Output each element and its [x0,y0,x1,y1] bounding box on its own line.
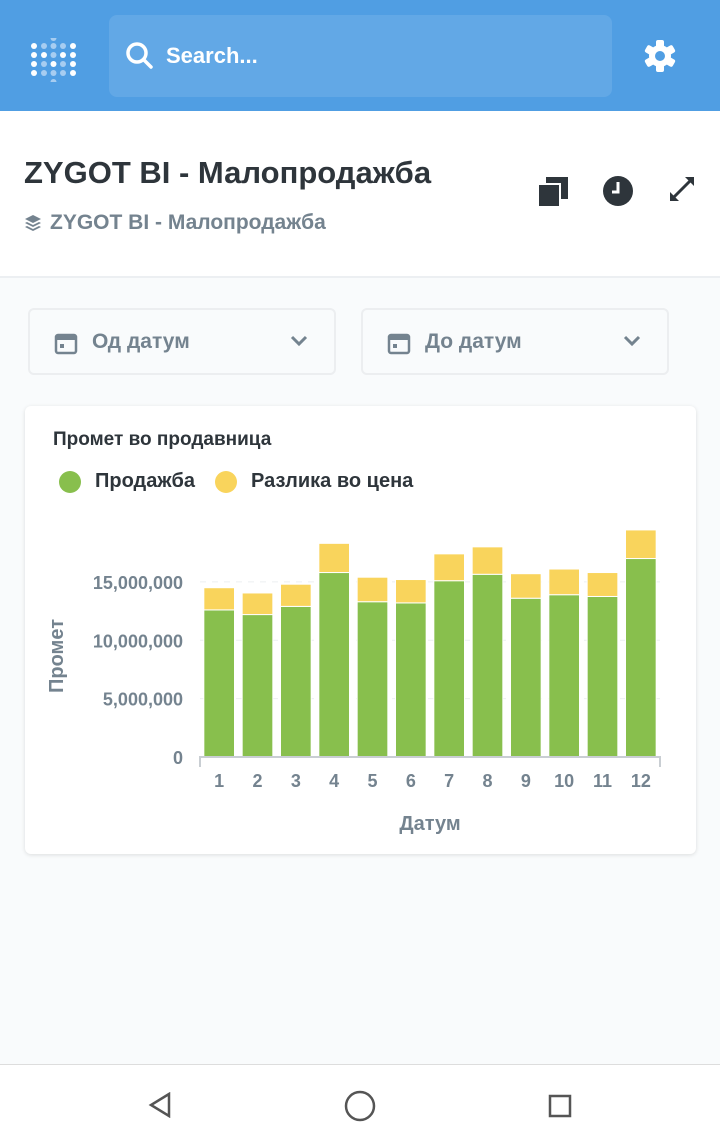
breadcrumb[interactable]: ZYGOT BI - Малопродажба [24,211,326,235]
fullscreen-icon[interactable] [668,175,696,203]
collection-layers-icon [25,215,41,231]
x-tick-label: 5 [367,771,377,791]
chart-legend: Продажба Разлика во цена [59,470,433,493]
legend-dot [215,470,238,493]
card-title[interactable]: Промет во продавница [53,429,272,450]
legend-label: Продажба [95,470,196,492]
bar-price-diff[interactable] [241,592,274,616]
x-tick-label: 7 [444,771,454,791]
y-tick-label: 0 [173,748,183,768]
bar-sales[interactable] [203,609,235,758]
metabase-logo-icon[interactable] [30,38,80,82]
bar-sales[interactable] [395,602,427,758]
x-tick-label: 6 [406,771,416,791]
bar-sales[interactable] [356,601,389,758]
x-tick-label: 3 [291,771,301,791]
y-tick-label: 10,000,000 [93,631,183,651]
y-axis-label: Промет [46,619,68,693]
search-icon [126,42,153,69]
bar-price-diff[interactable] [433,553,466,582]
android-nav-bar [0,1064,720,1145]
legend-item-diff[interactable]: Разлика во цена [215,470,413,493]
search-placeholder: Search... [166,43,258,68]
x-tick-label: 12 [631,771,651,791]
bar-price-diff[interactable] [548,568,580,596]
filter-label: Од датум [92,330,190,353]
x-axis [199,756,661,767]
calendar-icon [387,333,411,355]
bar-sales[interactable] [280,605,312,758]
x-tick-label: 9 [521,771,531,791]
bar-sales[interactable] [433,580,466,758]
x-tick-label: 2 [252,771,262,791]
filter-from-date[interactable]: Од датум [28,308,336,375]
bar-price-diff[interactable] [356,576,389,603]
bar-sales[interactable] [625,558,657,758]
bar-price-diff[interactable] [395,579,427,604]
dashboard-header: ZYGOT BI - Малопродажба ZYGOT BI - Малоп… [0,111,720,278]
x-axis-label: Датум [399,813,460,835]
bar-price-diff[interactable] [280,583,312,607]
chart-card[interactable]: Промет во продавница Продажба Разлика во… [25,406,696,854]
gear-icon[interactable] [642,38,678,74]
clock-icon[interactable] [602,175,634,207]
bar-sales[interactable] [548,594,580,758]
chevron-down-icon [623,335,641,347]
x-tick-label: 4 [329,771,339,791]
bar-sales[interactable] [241,614,274,758]
chevron-down-icon [290,335,308,347]
breadcrumb-label: ZYGOT BI - Малопродажба [50,211,326,234]
x-tick-label: 8 [482,771,492,791]
bar-price-diff[interactable] [586,572,619,597]
back-icon[interactable] [148,1092,172,1118]
legend-item-sales[interactable]: Продажба [59,470,195,493]
bar-sales[interactable] [318,572,351,758]
bar-sales[interactable] [471,573,504,758]
duplicate-icon[interactable] [536,175,570,209]
legend-dot [59,470,81,493]
x-tick-label: 11 [593,771,612,791]
bar-price-diff[interactable] [471,546,504,575]
home-icon[interactable] [343,1089,377,1123]
calendar-icon [54,333,78,355]
bar-sales[interactable] [510,597,542,758]
page-title: ZYGOT BI - Малопродажба [24,155,432,190]
filter-label: До датум [425,330,522,353]
filter-to-date[interactable]: До датум [361,308,669,375]
bar-price-diff[interactable] [625,529,657,560]
recents-icon[interactable] [548,1094,572,1118]
bar-price-diff[interactable] [318,542,351,574]
bar-sales[interactable] [586,595,619,758]
x-tick-label: 1 [214,771,224,791]
legend-label: Разлика во цена [251,470,414,492]
bar-price-diff[interactable] [203,587,235,611]
top-bar: Search... [0,0,720,111]
bar-price-diff[interactable] [510,573,542,599]
search-input[interactable]: Search... [109,15,612,97]
y-tick-label: 15,000,000 [93,573,183,593]
x-tick-label: 10 [554,771,574,791]
y-tick-label: 5,000,000 [103,690,183,710]
